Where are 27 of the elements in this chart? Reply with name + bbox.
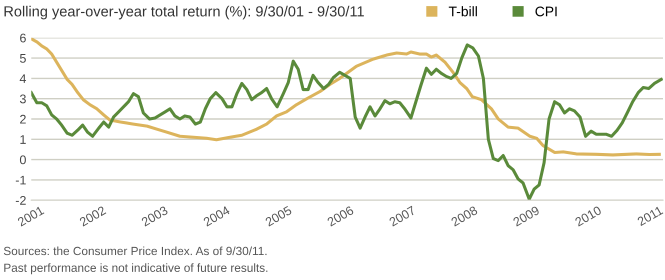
legend-label: T-bill (448, 6, 477, 16)
y-tick-label: 6 (20, 34, 26, 42)
x-tick-label: 2010 (574, 206, 602, 227)
y-tick-label: 4 (20, 74, 26, 83)
text: Past performance is not indicative of future results. (4, 263, 268, 274)
y-tick-label: 0 (20, 155, 26, 164)
y-tick-label: 1 (20, 135, 26, 144)
x-tick-label: 2001 (17, 206, 44, 227)
y-tick-label: 5 (20, 54, 26, 63)
source-note: Sources: the Consumer Price Index. As of 9/30/11. (4, 246, 266, 256)
x-tick-label: 2008 (450, 206, 478, 227)
x-tick-label: 2004 (202, 206, 230, 227)
y-tick-label: 2 (20, 114, 26, 124)
x-tick-label: 2002 (78, 206, 106, 227)
x-tick-label: 2009 (512, 206, 540, 227)
legend-label: CPI (535, 6, 557, 16)
y-tick-label: -1 (16, 176, 26, 184)
x-tick-label: 2003 (140, 206, 168, 227)
x-tick-label: 2006 (326, 206, 354, 227)
line-series (31, 38, 661, 156)
y-tick-label: 3 (20, 94, 26, 104)
x-tick-label: 2011 (636, 206, 664, 226)
x-tick-label: 2005 (264, 206, 292, 227)
line-series (31, 43, 663, 200)
x-tick-label: 2007 (388, 206, 416, 227)
chart-title: Rolling year-over-year total return (%): 9/30/01 - 9/30/11 (4, 6, 364, 20)
y-tick-label: -2 (16, 196, 26, 205)
